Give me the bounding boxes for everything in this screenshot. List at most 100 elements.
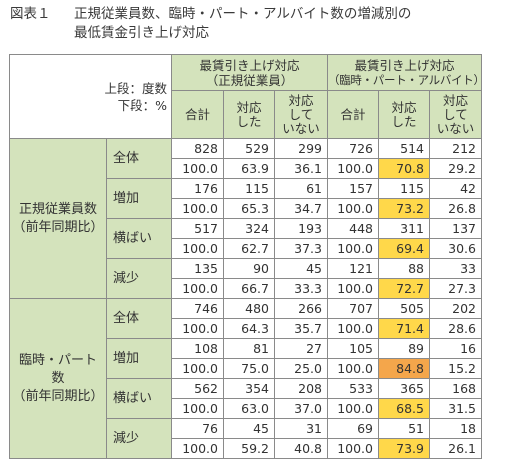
percent-cell: 34.7 (274, 198, 328, 219)
highlighted-percent-cell: 84.8 (378, 358, 430, 379)
percent-cell: 75.0 (223, 358, 275, 379)
group-header-regular: 最賃引き上げ対応 （正規従業員） (171, 54, 328, 91)
count-cell: 529 (223, 138, 275, 159)
section-header: 臨時・パート数 （前年同期比） (9, 298, 107, 459)
count-cell: 90 (223, 258, 275, 279)
column-header: 合計 (171, 90, 224, 139)
section-header-line: 数 (51, 370, 65, 386)
percent-cell: 100.0 (171, 238, 224, 259)
percent-cell: 40.8 (274, 438, 328, 459)
count-cell: 480 (223, 298, 275, 319)
unit-lower: 下段：% (117, 97, 167, 113)
count-cell: 33 (429, 258, 482, 279)
count-row: 増加 108 81 27 105 89 16 (10, 338, 482, 379)
percent-cell: 37.0 (274, 398, 328, 419)
count-cell: 176 (171, 178, 224, 199)
section-header-line: 正規従業員数 (18, 201, 97, 217)
count-cell: 168 (429, 378, 482, 399)
percent-row: 100.0 63.0 37.0 100.0 68.5 31.5 (10, 398, 482, 419)
count-cell: 61 (274, 178, 328, 199)
percent-cell: 65.3 (223, 198, 275, 219)
count-cell: 76 (171, 418, 224, 439)
count-cell: 27 (274, 338, 328, 359)
count-row: 増加 176 115 61 157 115 42 (10, 178, 482, 219)
percent-cell: 66.7 (223, 278, 275, 299)
unit-legend: 上段：度数 下段：% (9, 54, 172, 139)
count-cell: 18 (429, 418, 482, 439)
group-header-line: （臨時・パート・アルバイト） (328, 72, 485, 87)
count-cell: 88 (378, 258, 430, 279)
highlighted-percent-cell: 68.5 (378, 398, 430, 419)
row-label: 増加 (106, 178, 172, 219)
count-row: 横ばい 517 324 193 448 311 137 (10, 218, 482, 259)
percent-cell: 100.0 (171, 398, 224, 419)
column-header: 対応 して いない (274, 90, 328, 139)
percent-cell: 100.0 (327, 158, 379, 179)
count-cell: 16 (429, 338, 482, 359)
group-header-line: 最賃引き上げ対応 (199, 57, 300, 73)
percent-cell: 15.2 (429, 358, 482, 379)
percent-row: 100.0 63.9 36.1 100.0 70.8 29.2 (10, 158, 482, 179)
column-header-text: した (236, 113, 262, 129)
percent-cell: 30.6 (429, 238, 482, 259)
percent-cell: 100.0 (327, 358, 379, 379)
count-cell: 365 (378, 378, 430, 399)
percent-cell: 26.8 (429, 198, 482, 219)
row-label: 横ばい (106, 218, 172, 259)
column-header-text: した (391, 113, 417, 129)
percent-cell: 100.0 (327, 238, 379, 259)
count-cell: 45 (274, 258, 328, 279)
row-label: 減少 (106, 418, 172, 459)
title-line-2: 最低賃金引き上げ対応 (74, 25, 209, 41)
row-label: 減少 (106, 258, 172, 299)
percent-row: 100.0 59.2 40.8 100.0 73.9 26.1 (10, 438, 482, 459)
column-header: 対応 して いない (429, 90, 482, 139)
title-text-1: 正規従業員数、臨時・パート・アルバイト数の増減別の (74, 6, 412, 22)
row-label: 全体 (106, 298, 172, 339)
row-label: 増加 (106, 338, 172, 379)
count-cell: 89 (378, 338, 430, 359)
percent-cell: 100.0 (327, 438, 379, 459)
percent-row: 100.0 65.3 34.7 100.0 73.2 26.8 (10, 198, 482, 219)
percent-cell: 27.3 (429, 278, 482, 299)
figure-title: 図表１ 正規従業員数、臨時・パート・アルバイト数の増減別の 最低賃金引き上げ対応 (10, 5, 510, 43)
highlighted-percent-cell: 73.2 (378, 198, 430, 219)
column-header-text: 対応 (288, 92, 314, 108)
percent-cell: 26.1 (429, 438, 482, 459)
count-cell: 266 (274, 298, 328, 319)
percent-cell: 63.9 (223, 158, 275, 179)
column-header-text: 合計 (184, 106, 210, 122)
percent-cell: 100.0 (171, 158, 224, 179)
count-cell: 299 (274, 138, 328, 159)
count-cell: 135 (171, 258, 224, 279)
count-cell: 115 (378, 178, 430, 199)
column-header-text: 対応 (442, 92, 468, 108)
column-header: 対応 した (378, 90, 430, 139)
percent-cell: 37.3 (274, 238, 328, 259)
percent-cell: 35.7 (274, 318, 328, 339)
percent-cell: 31.5 (429, 398, 482, 419)
column-header: 合計 (327, 90, 379, 139)
percent-cell: 62.7 (223, 238, 275, 259)
group-header-line: （正規従業員） (205, 72, 294, 88)
count-cell: 517 (171, 218, 224, 239)
title-line-1: 図表１ 正規従業員数、臨時・パート・アルバイト数の増減別の (10, 5, 510, 24)
column-header-text: いない (436, 120, 475, 136)
column-header-text: して (288, 106, 314, 122)
count-cell: 193 (274, 218, 328, 239)
percent-cell: 64.3 (223, 318, 275, 339)
count-cell: 828 (171, 138, 224, 159)
count-cell: 726 (327, 138, 379, 159)
section-header-line: （前年同期比） (12, 219, 104, 235)
count-cell: 208 (274, 378, 328, 399)
count-row: 正規従業員数 （前年同期比） 全体 828 529 299 726 514 212 (9, 138, 482, 299)
figure-label: 図表１ (10, 6, 51, 22)
data-table: 上段：度数 下段：% 最賃引き上げ対応 （正規従業員） 最賃引き上げ対応 （臨時… (9, 54, 485, 459)
count-cell: 51 (378, 418, 430, 439)
percent-cell: 100.0 (171, 438, 224, 459)
section-header: 正規従業員数 （前年同期比） (9, 138, 107, 299)
percent-cell: 25.0 (274, 358, 328, 379)
count-cell: 533 (327, 378, 379, 399)
highlighted-percent-cell: 72.7 (378, 278, 430, 299)
row-label: 全体 (106, 138, 172, 179)
